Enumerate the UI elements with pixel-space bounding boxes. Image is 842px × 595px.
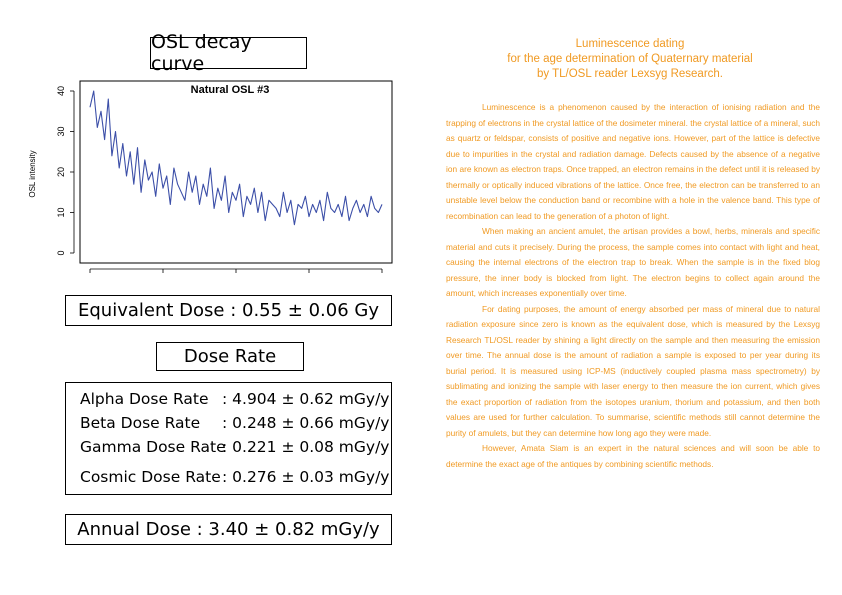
series-line — [89, 90, 383, 226]
article-paragraph: Luminescence is a phenomenon caused by t… — [446, 102, 820, 221]
dose-rate-title: Dose Rate — [183, 346, 277, 367]
plot-frame — [79, 80, 393, 264]
dose-rate-title-box: Dose Rate — [156, 342, 304, 371]
dose-rate-name: Alpha Dose Rate — [80, 390, 209, 408]
article-title-line: by TL/OSL reader Lexsyg Research. — [536, 68, 723, 80]
osl-panel-title: OSL decay curve — [150, 31, 307, 75]
dose-rate-value: : 0.276 ± 0.03 mGy/y — [222, 468, 390, 486]
annual-dose-box: Annual Dose : 3.40 ± 0.82 mGy/y — [65, 514, 392, 545]
y-tick-label: 40 — [56, 86, 66, 96]
equivalent-dose-box: Equivalent Dose : 0.55 ± 0.06 Gy — [65, 295, 392, 326]
y-tick-label: 30 — [56, 126, 66, 136]
dose-rate-row-gamma: Gamma Dose Rate : 0.221 ± 0.08 mGy/y — [80, 438, 389, 456]
chart-title: Natural OSL #3 — [191, 84, 270, 96]
article-title: Luminescence dating for the age determin… — [440, 37, 820, 82]
y-tick-label: 10 — [56, 207, 66, 217]
equivalent-dose-text: Equivalent Dose : 0.55 ± 0.06 Gy — [78, 300, 379, 321]
y-tick-label: 0 — [56, 250, 66, 255]
y-axis-label: OSL intensity — [28, 150, 37, 197]
dose-rate-name: Gamma Dose Rate — [80, 438, 226, 456]
y-tick-label: 20 — [56, 167, 66, 177]
osl-title-text: OSL decay curve — [151, 31, 252, 75]
dose-rate-row-cosmic: Cosmic Dose Rate : 0.276 ± 0.03 mGy/y — [80, 468, 389, 486]
annual-dose-text: Annual Dose : 3.40 ± 0.82 mGy/y — [77, 519, 380, 540]
article-paragraph: For dating purposes, the amount of energ… — [446, 303, 820, 438]
dose-rate-table: Alpha Dose Rate : 4.904 ± 0.62 mGy/y Bet… — [65, 382, 392, 495]
dose-rate-value: : 0.248 ± 0.66 mGy/y — [222, 414, 390, 432]
dose-rate-name: Cosmic Dose Rate — [80, 468, 221, 486]
dose-rate-row-alpha: Alpha Dose Rate : 4.904 ± 0.62 mGy/y — [80, 390, 389, 408]
article-title-line: Luminescence dating — [575, 38, 685, 50]
dose-rate-value: : 4.904 ± 0.62 mGy/y — [222, 390, 390, 408]
article-paragraph: However, Amata Siam is an expert in the … — [446, 443, 820, 469]
article-body: Luminescence is a phenomenon caused by t… — [446, 100, 820, 472]
article-title-line: for the age determination of Quaternary … — [507, 53, 753, 65]
article-paragraph: When making an ancient amulet, the artis… — [446, 226, 820, 298]
dose-rate-name: Beta Dose Rate — [80, 414, 201, 432]
dose-rate-value: : 0.221 ± 0.08 mGy/y — [222, 438, 390, 456]
dose-rate-row-beta: Beta Dose Rate : 0.248 ± 0.66 mGy/y — [80, 414, 389, 432]
